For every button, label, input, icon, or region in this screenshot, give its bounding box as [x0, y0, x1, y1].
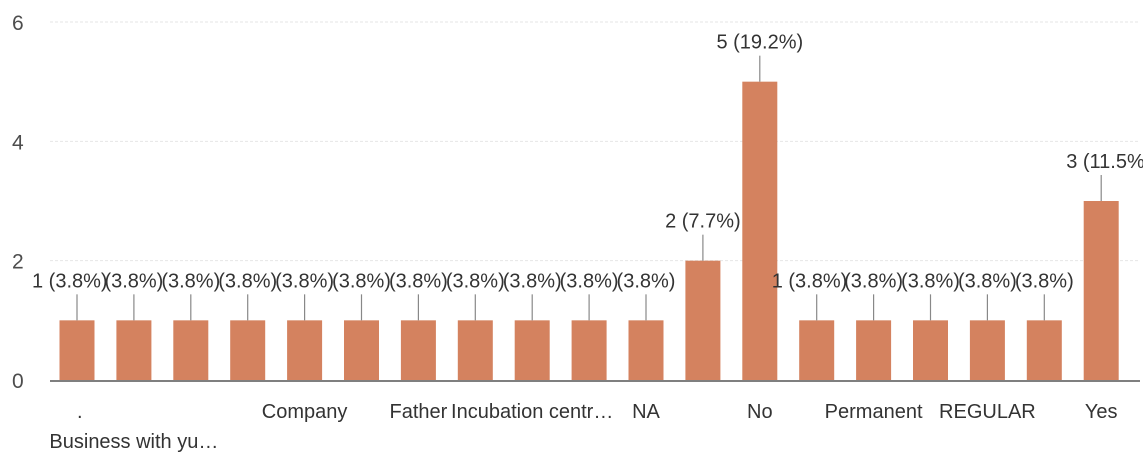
- x-category-label: Permanent: [825, 401, 923, 423]
- data-label: (3.8%): [389, 270, 448, 292]
- data-label: (3.8%): [446, 270, 505, 292]
- data-label: (3.8%): [901, 270, 960, 292]
- label-leaders: [76, 55, 1102, 321]
- data-label: (3.8%): [218, 270, 277, 292]
- x-category-label: Business with yu…: [49, 431, 218, 453]
- data-label: 5 (19.2%): [716, 32, 803, 54]
- bars: [59, 81, 1119, 381]
- bar: [59, 320, 95, 380]
- bar: [344, 320, 379, 380]
- data-label: (3.8%): [560, 270, 619, 292]
- data-labels: 1 (3.8%)(3.8%)(3.8%)(3.8%)(3.8%)(3.8%)(3…: [32, 32, 1143, 293]
- data-label: (3.8%): [275, 270, 334, 292]
- x-category-label: REGULAR: [939, 401, 1036, 423]
- y-tick-label: 0: [12, 370, 24, 393]
- data-label: 1 (3.8%): [32, 270, 108, 292]
- bar: [571, 320, 607, 380]
- bar: [457, 320, 493, 380]
- x-category-label: No: [747, 401, 773, 423]
- bar: [1026, 320, 1062, 380]
- x-axis-categories: . Business with yu… Company Father Incubatio…: [49, 401, 1117, 453]
- x-category-label: Incubation centr…: [451, 401, 613, 423]
- bar: [856, 320, 892, 380]
- bar: [400, 320, 436, 380]
- bar: [742, 81, 778, 381]
- x-category-label: .: [77, 401, 83, 423]
- data-label: 1 (3.8%): [772, 270, 848, 292]
- bar: [173, 320, 209, 380]
- data-label: (3.8%): [503, 270, 562, 292]
- gridlines: [50, 21, 1140, 262]
- x-category-label: Company: [262, 401, 348, 423]
- x-category-label: Yes: [1085, 401, 1118, 423]
- bar: [685, 260, 721, 380]
- data-label: (3.8%): [844, 270, 903, 292]
- data-label: (3.8%): [104, 270, 163, 292]
- bar: [799, 320, 835, 380]
- x-category-label: NA: [632, 401, 660, 423]
- data-label: (3.8%): [617, 270, 676, 292]
- x-category-label: Father: [389, 401, 447, 423]
- bar: [230, 320, 266, 380]
- bar: [287, 320, 323, 380]
- bar: [969, 320, 1005, 380]
- y-axis-ticks: 0 2 4 6: [12, 12, 24, 393]
- bar: [628, 320, 664, 380]
- data-label: (3.8%): [1015, 270, 1074, 292]
- y-tick-label: 2: [12, 251, 24, 274]
- data-label: 2 (7.7%): [665, 211, 741, 233]
- bar: [514, 320, 550, 380]
- bar: [1083, 201, 1119, 380]
- y-tick-label: 4: [12, 131, 24, 154]
- data-label: (3.8%): [958, 270, 1017, 292]
- y-tick-label: 6: [12, 12, 24, 35]
- data-label: (3.8%): [332, 270, 391, 292]
- data-label: (3.8%): [161, 270, 220, 292]
- bar: [116, 320, 152, 380]
- data-label: 3 (11.5%: [1066, 151, 1143, 173]
- bar: [913, 320, 948, 380]
